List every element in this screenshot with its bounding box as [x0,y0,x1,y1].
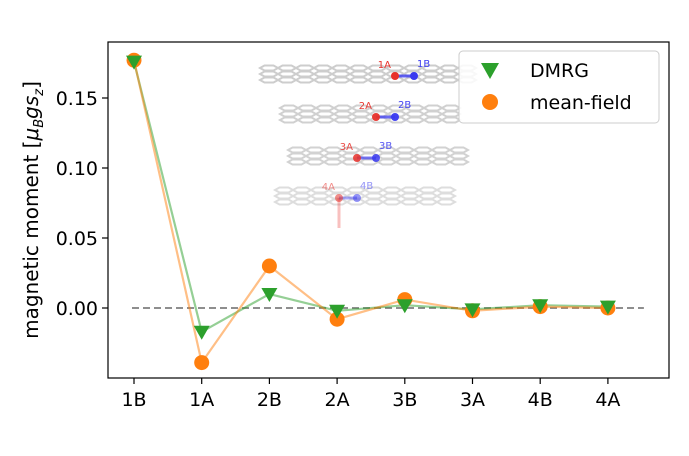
site-label-3B: 3B [379,141,392,152]
y-tick-label: 0.05 [56,228,98,250]
graphene-layer [285,146,471,166]
mean-field-point [261,258,277,274]
y-axis: 0.00 0.05 0.10 0.15 [56,88,108,320]
x-tick-label: 4A [595,389,620,411]
dmrg-point [532,299,549,314]
x-tick-label: 1A [189,389,214,411]
y-tick-label: 0.15 [56,88,98,110]
series-markers [126,52,616,371]
site-label-1B: 1B [417,59,430,70]
site-label-4B: 4B [360,181,373,192]
y-axis-label: magnetic moment [μBgsz] [19,81,47,339]
x-tick-label: 1B [121,389,146,411]
x-tick-label: 4B [528,389,553,411]
legend-meanfield-marker [482,94,498,110]
site-1A [391,72,399,80]
legend: DMRG mean-field [458,50,660,124]
mean-field-point [329,311,345,327]
x-tick-label: 2A [325,389,350,411]
site-label-1A: 1A [378,60,391,71]
site-4B [353,194,361,202]
site-3B [372,154,380,162]
site-4A [335,194,343,202]
series-line-dmrg [132,61,608,334]
site-label-2A: 2A [359,101,372,112]
graphene-layer [257,64,479,84]
site-label-2B: 2B [398,100,411,111]
legend-dmrg-marker [481,63,499,79]
y-tick-label: 0.00 [56,298,98,320]
x-axis: 1B 1A 2B 2A 3B 3A 4B 4A [121,378,620,411]
hexagon [434,198,458,206]
x-tick-label: 3A [460,389,485,411]
legend-box [458,50,660,124]
dmrg-point [329,304,346,319]
series-line-mean-field [132,59,608,366]
site-3A [353,154,361,162]
series-lines [132,59,608,366]
hexagon [447,158,471,166]
dmrg-point [126,55,142,70]
site-2B [391,113,399,121]
x-tick-label: 3B [392,389,417,411]
lattice-inset: 1A 1B 2A 2B 3A 3B 4A 4B [257,59,479,228]
y-tick-label: 0.10 [56,158,98,180]
site-label-4A: 4A [322,182,335,193]
dmrg-point [261,288,278,302]
dmrg-point [193,325,210,340]
legend-meanfield-label: mean-field [530,92,632,114]
site-2A [372,113,380,121]
mean-field-point [194,355,210,371]
dmrg-point [464,303,481,318]
legend-dmrg-label: DMRG [530,60,589,82]
site-1B [410,72,418,80]
x-tick-label: 2B [257,389,282,411]
graphene-layer [272,186,458,206]
dmrg-point [396,299,413,314]
dmrg-point [599,300,616,315]
site-label-3A: 3A [340,142,353,153]
